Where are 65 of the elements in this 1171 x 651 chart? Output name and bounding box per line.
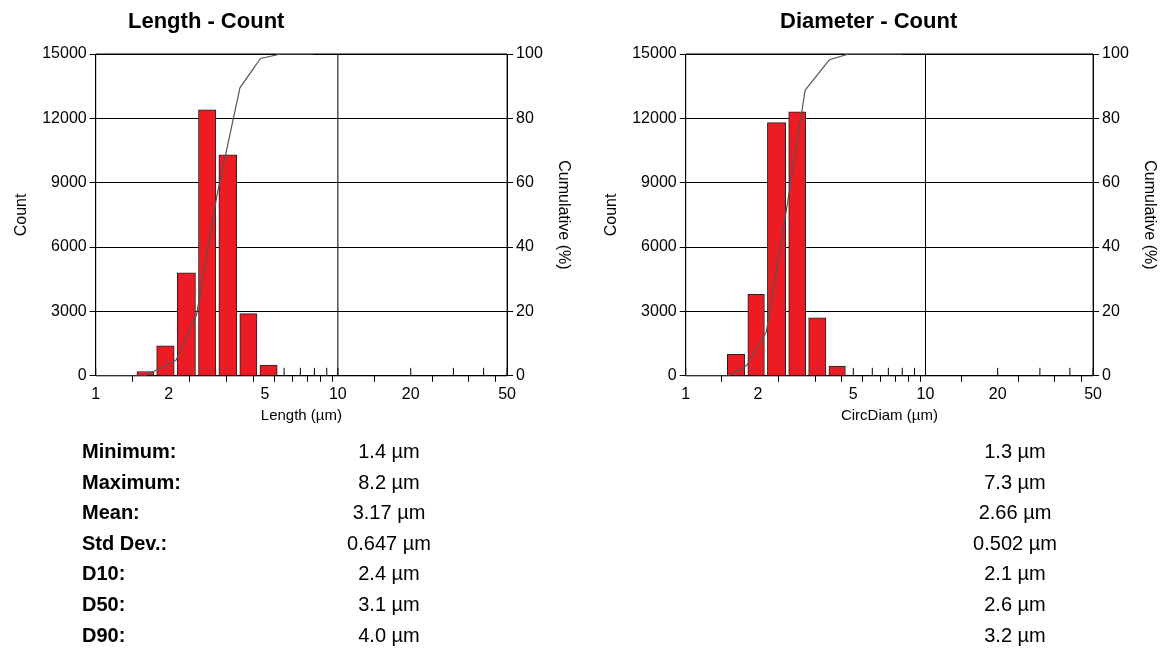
- y-tick-label: 15000: [632, 44, 677, 62]
- y-tick-label: 15000: [42, 44, 87, 62]
- text: 2.6 µm: [984, 593, 1046, 616]
- y2-axis-title: Cumulative (%): [555, 160, 573, 270]
- y-tick-label: 12000: [632, 108, 677, 126]
- y-tick-label: 0: [667, 366, 677, 384]
- text: 2.66 µm: [978, 501, 1052, 525]
- y2-tick-label: 40: [1102, 237, 1120, 255]
- y-tick-label: 0: [77, 366, 87, 384]
- text: Std Dev.:: [82, 531, 168, 555]
- text: 8.2 µm: [358, 470, 420, 494]
- x-tick-label: 1: [91, 384, 101, 402]
- text: 0.502 µm: [973, 531, 1057, 555]
- x-tick-label: 2: [753, 384, 763, 402]
- x-tick-label: 20: [988, 384, 1007, 402]
- text: Minimum:: [82, 440, 177, 463]
- text: D50:: [82, 593, 126, 616]
- text: 1.3 µm: [984, 440, 1046, 463]
- x-tick-label: 50: [498, 384, 517, 402]
- text: 3.17 µm: [352, 501, 426, 525]
- y-tick-label: 9000: [641, 173, 677, 191]
- y-tick-label: 3000: [51, 301, 87, 319]
- x-axis-title: CircDiam (µm): [840, 406, 938, 424]
- y-tick-label: 6000: [641, 237, 677, 255]
- x-tick-label: 10: [328, 384, 347, 402]
- y-tick-label: 12000: [42, 108, 87, 126]
- y2-tick-label: 100: [1102, 44, 1129, 62]
- y2-tick-label: 60: [1102, 173, 1120, 191]
- text: 2.4 µm: [358, 562, 420, 586]
- x-tick-label: 50: [1084, 384, 1103, 402]
- x-tick-label: 2: [164, 384, 174, 402]
- y2-tick-label: 80: [516, 108, 534, 126]
- x-tick-label: 5: [260, 384, 270, 402]
- y2-tick-label: 20: [516, 301, 534, 319]
- text: 0.647 µm: [347, 531, 431, 555]
- text: 3.1 µm: [358, 593, 420, 616]
- y2-tick-label: 60: [516, 173, 534, 191]
- text: D10:: [82, 562, 126, 586]
- text: D90:: [82, 623, 126, 647]
- y2-tick-label: 20: [1102, 301, 1120, 319]
- text: 7.3 µm: [984, 470, 1046, 494]
- y2-tick-label: 100: [516, 44, 543, 62]
- text: Maximum:: [82, 470, 181, 494]
- y2-axis-title: Cumulative (%): [1141, 160, 1159, 270]
- x-tick-label: 10: [916, 384, 935, 402]
- y-tick-label: 3000: [641, 301, 677, 319]
- chart-title: Diameter - Count: [780, 8, 958, 34]
- text: 1.4 µm: [358, 440, 420, 463]
- text: 2.1 µm: [984, 562, 1046, 586]
- x-tick-label: 5: [848, 384, 858, 402]
- x-tick-label: 20: [401, 384, 420, 402]
- y2-tick-label: 0: [516, 366, 526, 384]
- y-tick-label: 9000: [51, 173, 87, 191]
- y2-tick-label: 0: [1102, 366, 1112, 384]
- y2-tick-label: 40: [516, 237, 534, 255]
- y-tick-label: 6000: [51, 237, 87, 255]
- y-axis-title: Count: [602, 193, 620, 237]
- text: 4.0 µm: [358, 623, 420, 647]
- text: 3.2 µm: [984, 623, 1046, 647]
- x-tick-label: 1: [681, 384, 691, 402]
- text: Mean:: [82, 501, 140, 525]
- chart-title: Length - Count: [128, 8, 285, 34]
- y-axis-title: Count: [12, 193, 30, 237]
- y2-tick-label: 80: [1102, 108, 1120, 126]
- x-axis-title: Length (µm): [260, 406, 342, 424]
